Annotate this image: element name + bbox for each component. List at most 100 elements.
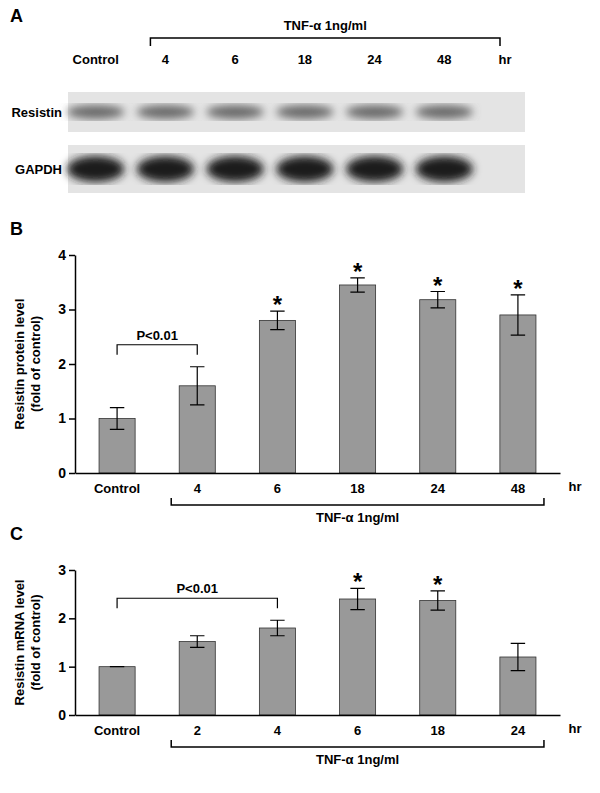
y-tick-mark bbox=[69, 473, 75, 475]
significance-bracket bbox=[117, 345, 197, 355]
significance-label: P<0.01 bbox=[136, 328, 178, 343]
bar bbox=[420, 300, 456, 473]
blot-bands bbox=[67, 105, 473, 119]
y-tick-mark bbox=[69, 570, 75, 572]
bar bbox=[259, 628, 295, 715]
panel-label: B bbox=[10, 219, 23, 239]
x-tick-label: 24 bbox=[431, 481, 446, 496]
x-tick-label: 18 bbox=[431, 723, 445, 738]
x-tick: 4 bbox=[194, 473, 202, 496]
lane-label: 18 bbox=[298, 52, 312, 67]
significance-star: * bbox=[433, 272, 443, 299]
x-tick-label: 24 bbox=[511, 723, 526, 738]
x-tick-label: Control bbox=[94, 481, 140, 496]
y-tick: 3 bbox=[58, 562, 75, 578]
significance-label: P<0.01 bbox=[176, 581, 218, 596]
blot-band bbox=[206, 105, 263, 119]
x-tick: 2 bbox=[194, 715, 201, 738]
y-tick: 2 bbox=[58, 356, 75, 372]
treatment-label: TNF-α 1ng/ml bbox=[316, 510, 399, 525]
x-tick-label: 48 bbox=[511, 481, 525, 496]
significance-star: * bbox=[273, 291, 283, 318]
treatment-label: TNF-α 1ng/ml bbox=[284, 18, 367, 33]
x-axis-unit: hr bbox=[569, 479, 582, 494]
panel-label: A bbox=[10, 6, 23, 26]
y-tick-mark bbox=[69, 666, 75, 668]
lane-unit: hr bbox=[499, 52, 512, 67]
x-axis-line bbox=[76, 715, 561, 717]
y-tick: 2 bbox=[58, 610, 75, 626]
blot-band bbox=[346, 156, 403, 182]
error-bar bbox=[110, 408, 124, 430]
significance-star: * bbox=[513, 275, 523, 302]
x-tick: 4 bbox=[274, 715, 282, 738]
y-tick: 0 bbox=[58, 465, 75, 481]
panel-label: C bbox=[10, 524, 23, 544]
blot-membrane bbox=[68, 92, 525, 132]
bar bbox=[340, 599, 376, 715]
y-tick-label: 3 bbox=[58, 301, 66, 317]
x-tick: 24 bbox=[511, 715, 526, 738]
y-tick-mark bbox=[69, 309, 75, 311]
y-axis: 0123 bbox=[58, 562, 75, 723]
lane-label: Control bbox=[73, 52, 119, 67]
error-bar bbox=[511, 643, 525, 670]
bar bbox=[179, 642, 215, 715]
row-label: GAPDH bbox=[15, 162, 62, 177]
significance-star: * bbox=[353, 258, 363, 285]
plot-marks bbox=[99, 588, 536, 715]
y-tick: 3 bbox=[58, 301, 75, 317]
x-tick: 6 bbox=[274, 473, 281, 496]
treatment-bracket bbox=[150, 38, 500, 46]
x-tick: 18 bbox=[431, 715, 445, 738]
blot-bands bbox=[67, 156, 473, 182]
x-tick: Control bbox=[94, 473, 140, 496]
y-tick-label: 2 bbox=[58, 356, 66, 372]
x-tick: Control bbox=[94, 715, 140, 738]
bar bbox=[340, 285, 376, 473]
x-tick-label: 4 bbox=[274, 723, 282, 738]
y-tick-label: 1 bbox=[58, 659, 66, 675]
significance-star: * bbox=[433, 571, 443, 598]
y-tick: 1 bbox=[58, 659, 75, 675]
error-bar bbox=[110, 666, 124, 667]
blot-band bbox=[137, 105, 194, 119]
blot-membrane bbox=[68, 145, 525, 193]
x-tick: 6 bbox=[354, 715, 361, 738]
blot-band bbox=[416, 105, 473, 119]
lane-label: 48 bbox=[437, 52, 451, 67]
y-tick-mark bbox=[69, 715, 75, 717]
lane-label: 24 bbox=[367, 52, 382, 67]
treatment-bracket bbox=[171, 498, 544, 505]
x-axis-unit: hr bbox=[569, 721, 582, 736]
y-axis-title: (fold of control) bbox=[28, 316, 43, 412]
y-axis-title: Resistin mRNA level bbox=[12, 580, 27, 706]
y-axis: 01234 bbox=[58, 247, 75, 481]
x-axis: Control2461824 bbox=[76, 715, 561, 738]
blot-band bbox=[416, 156, 473, 182]
bar bbox=[99, 667, 135, 715]
blot-band bbox=[276, 156, 333, 182]
significance-bracket bbox=[117, 598, 277, 608]
y-axis-line bbox=[75, 571, 77, 716]
x-tick-label: 6 bbox=[274, 481, 281, 496]
y-tick-mark bbox=[69, 418, 75, 420]
y-tick-mark bbox=[69, 618, 75, 620]
x-tick-label: 6 bbox=[354, 723, 361, 738]
y-axis-title: Resistin protein level bbox=[12, 299, 27, 430]
lane-label: 6 bbox=[232, 52, 239, 67]
x-tick-label: 4 bbox=[194, 481, 202, 496]
x-tick: 18 bbox=[350, 473, 364, 496]
y-tick-label: 3 bbox=[58, 562, 66, 578]
y-tick-label: 1 bbox=[58, 410, 66, 426]
plot-marks bbox=[99, 278, 536, 473]
x-tick: 24 bbox=[431, 473, 446, 496]
y-tick-label: 2 bbox=[58, 610, 66, 626]
x-tick-label: Control bbox=[94, 723, 140, 738]
y-axis-title: (fold of control) bbox=[28, 594, 43, 690]
y-tick: 1 bbox=[58, 410, 75, 426]
blot-band bbox=[137, 156, 194, 182]
error-bar bbox=[190, 636, 204, 648]
lane-label: 4 bbox=[162, 52, 170, 67]
error-bar bbox=[270, 620, 284, 635]
